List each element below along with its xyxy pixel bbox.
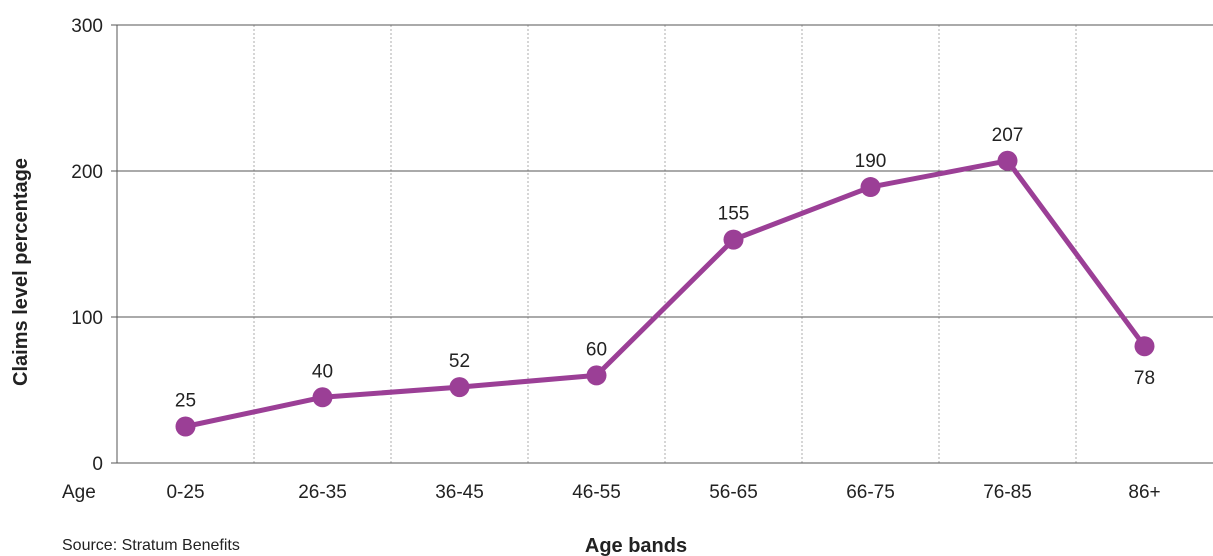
x-tick-label: 56-65	[709, 482, 758, 503]
x-axis-title: Age bands	[585, 535, 687, 556]
grid	[117, 24, 1213, 463]
x-tick-label: 46-55	[572, 482, 621, 503]
data-label: 25	[175, 391, 196, 412]
x-axis-prefix-label: Age	[62, 482, 96, 503]
data-point	[312, 387, 333, 408]
y-axis-title: Claims level percentage	[10, 158, 32, 386]
y-tick-label: 200	[71, 162, 103, 183]
data-label: 155	[718, 204, 750, 225]
series-line	[183, 158, 1147, 429]
x-tick-label: 26-35	[298, 482, 347, 503]
x-tick-label: 76-85	[983, 482, 1032, 503]
series-line-group	[175, 150, 1155, 437]
data-label: 60	[586, 339, 607, 360]
data-label: 52	[449, 351, 470, 372]
axes: 0 100 200 300 0-25 26-35 36-45 46-55 56-65 66-75 7…	[71, 16, 1213, 503]
data-point	[449, 377, 470, 398]
data-label: 190	[855, 151, 887, 172]
labels: 25 40 52 60 155 190 207 78	[175, 125, 1155, 412]
source-note: Source: Stratum Benefits	[62, 537, 240, 554]
y-tick-label: 0	[92, 454, 103, 475]
y-tick-label: 300	[71, 16, 103, 37]
data-point	[586, 365, 607, 386]
data-point	[723, 229, 744, 250]
data-point	[1134, 336, 1155, 357]
data-label: 40	[312, 361, 333, 382]
x-tick-label: 86+	[1128, 482, 1160, 503]
data-label: 78	[1134, 368, 1155, 389]
y-tick-label: 100	[71, 308, 103, 329]
x-tick-label: 0-25	[166, 482, 204, 503]
x-tick-label: 36-45	[435, 482, 484, 503]
x-tick-label: 66-75	[846, 482, 895, 503]
data-point	[997, 150, 1018, 171]
data-point	[860, 177, 881, 198]
data-label: 207	[992, 125, 1024, 146]
data-point	[175, 416, 196, 437]
